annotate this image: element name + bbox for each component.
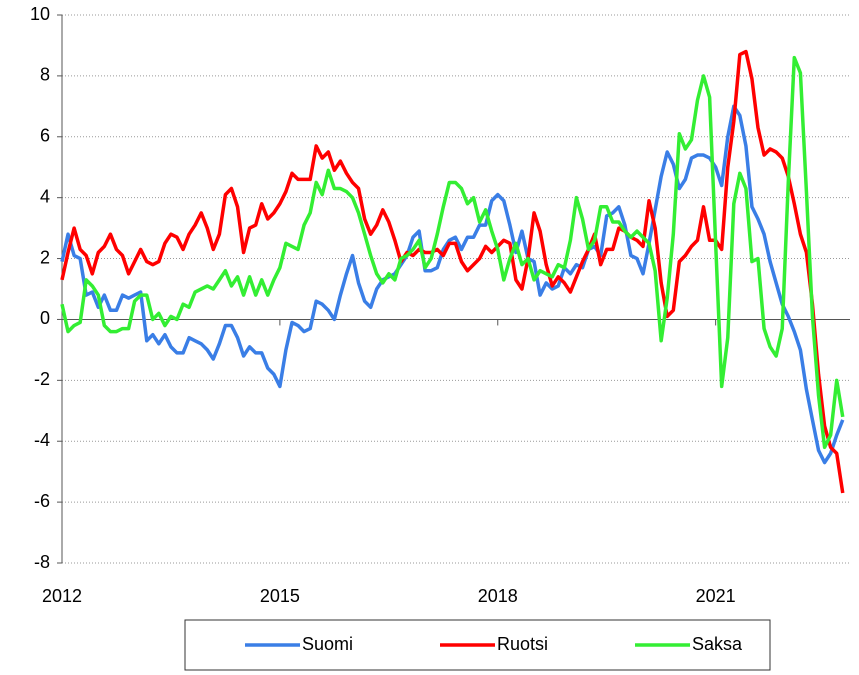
y-tick-label: -8	[34, 552, 50, 572]
y-tick-label: 2	[40, 247, 50, 267]
x-tick-label: 2021	[696, 586, 736, 606]
y-tick-label: 0	[40, 308, 50, 328]
line-series	[60, 49, 845, 494]
x-tick-label: 2012	[42, 586, 82, 606]
y-tick-label: -4	[34, 430, 50, 450]
legend-label: Saksa	[692, 634, 743, 654]
line-series	[60, 104, 845, 465]
legend-label: Suomi	[302, 634, 353, 654]
legend-label: Ruotsi	[497, 634, 548, 654]
x-tick-label: 2018	[478, 586, 518, 606]
y-tick-label: -2	[34, 369, 50, 389]
y-tick-label: 8	[40, 65, 50, 85]
line-series	[60, 55, 845, 450]
x-tick-label: 2015	[260, 586, 300, 606]
y-tick-label: 4	[40, 186, 50, 206]
y-tick-label: -6	[34, 491, 50, 511]
y-tick-label: 6	[40, 126, 50, 146]
y-tick-label: 10	[30, 4, 50, 24]
